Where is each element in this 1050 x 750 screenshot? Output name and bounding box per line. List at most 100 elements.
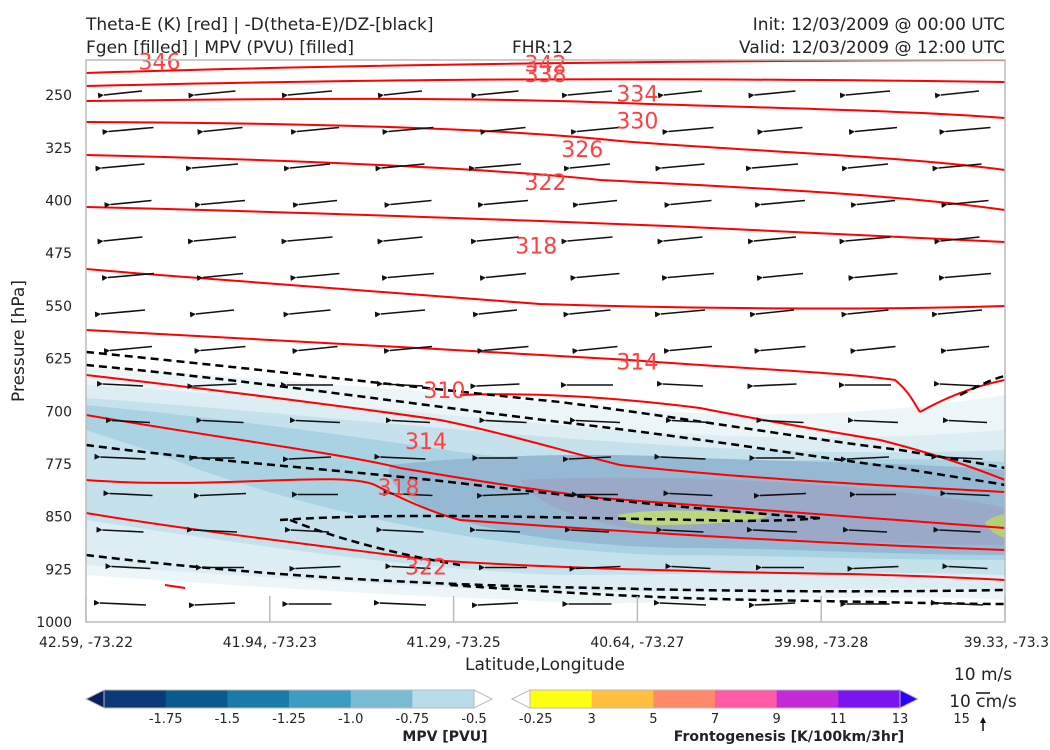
title-line-2: Fgen [filled] | MPV (PVU) [filled] [86,38,355,58]
y-axis-label: Pressure [hPa] [9,280,29,402]
wind-vector [749,309,795,318]
wind-vector [385,417,431,424]
wind-vector [655,163,705,172]
wind-vector [381,272,435,282]
mpv-colorbar-swatch [289,690,352,708]
wind-vector [747,383,797,390]
wind-vector [931,309,983,318]
x-tick-label: 41.29, -73.25 [407,635,501,651]
wind-vector [839,90,891,99]
theta-e-line [86,414,1005,529]
wind-vector [281,90,333,99]
wind-vector [940,345,990,355]
wind-vector [572,199,618,209]
fgen-colorbar-label: 9 [773,712,781,727]
wind-vector [385,563,431,570]
wind-vector [662,126,714,136]
y-tick-label: 850 [45,510,72,526]
wind-vector [561,236,613,245]
y-tick-label: 250 [45,88,72,104]
wind-vector [480,126,526,136]
mpv-colorbar-swatch [412,690,475,708]
wind-vector [940,490,990,497]
wind-vector [934,90,980,99]
wind-vector [748,602,796,609]
theta-e-contour-label: 326 [561,138,603,163]
wind-vector [189,309,235,318]
wind-vector [101,272,155,282]
wind-vector [753,492,807,499]
theta-e-line [86,374,1005,493]
dtheta-dz-line [86,443,821,520]
wind-vector [665,563,711,570]
mpv-colorbar-swatch [104,690,167,708]
wind-vector [193,492,247,499]
wind-ref-vertical-label: 10 cm/s [949,692,1017,712]
wind-vector [850,345,896,355]
mpv-colorbar-label: -0.5 [461,712,486,727]
wind-vector [375,163,425,172]
wind-vector [97,236,143,245]
mpv-colorbar-swatch [165,690,228,708]
fgen-colorbar-swatch [591,690,654,708]
fgen-colorbar-label: 13 [892,712,909,727]
wind-vector [663,345,713,355]
fgen-colorbar-swatch [653,690,716,708]
wind-vector [468,163,522,172]
wind-vector [930,599,984,606]
wind-vector [104,199,152,209]
y-axis: 250 325 400 475 550 625 700 775 850 925 1000 [36,88,72,631]
theta-e-contour-label: 330 [616,109,658,134]
wind-vector [848,272,898,282]
valid-time: Valid: 12/03/2009 @ 12:00 UTC [739,38,1005,58]
wind-vector [938,272,992,282]
fgen-colorbar-left-extension [510,689,531,709]
y-tick-label: 775 [45,457,72,473]
wind-vector [105,417,151,424]
wind-vector [745,163,799,172]
wind-vector [102,126,154,136]
theta-e-contour-label: 342 [525,53,567,78]
wind-vector [569,565,621,572]
wind-vector [187,383,237,390]
wind-reference: 10 m/s 10 cm/s [949,665,1017,731]
wind-vector [934,236,980,245]
mpv-colorbar-label: -1.75 [149,712,183,727]
wind-vector [281,236,333,245]
theta-e-contour-label: 346 [139,50,181,75]
wind-vector [187,236,237,245]
wind-vector [756,272,804,282]
mpv-colorbar-label: -1.25 [272,712,306,727]
y-tick-label: 625 [45,352,72,368]
wind-vector [197,126,243,136]
wind-vector [570,272,620,282]
wind-vector [841,163,889,172]
wind-vector [95,163,145,172]
theta-e-contour-label: 318 [377,476,419,501]
title-line-1: Theta-E (K) [red] | -D(theta-E)/DZ-[blac… [86,15,434,35]
wind-vector [97,90,143,99]
wind-vector [96,380,144,387]
dtheta-dz-line [86,553,1005,593]
theta-e-line [86,154,1005,211]
mpv-colorbar-label: -1.5 [215,712,240,727]
theta-e-line [86,97,1005,119]
x-tick-label: 42.59, -73.22 [39,635,133,651]
wind-vector [196,272,244,282]
mpv-colorbar-label: -1.0 [338,712,363,727]
wind-vector [654,453,706,460]
wind-vector [282,456,332,463]
wind-vector [657,236,703,245]
wind-vector [847,565,899,572]
wind-vector [471,602,519,609]
wind-vector [194,199,246,209]
wind-vector [382,126,434,136]
mpv-colorbar-label: -0.25 [519,712,553,727]
wind-vector [848,126,898,136]
plot-frame [85,59,1006,623]
wind-vector [754,199,806,209]
fgen-colorbar-label: 7 [711,712,719,727]
wind-vector [194,345,246,355]
